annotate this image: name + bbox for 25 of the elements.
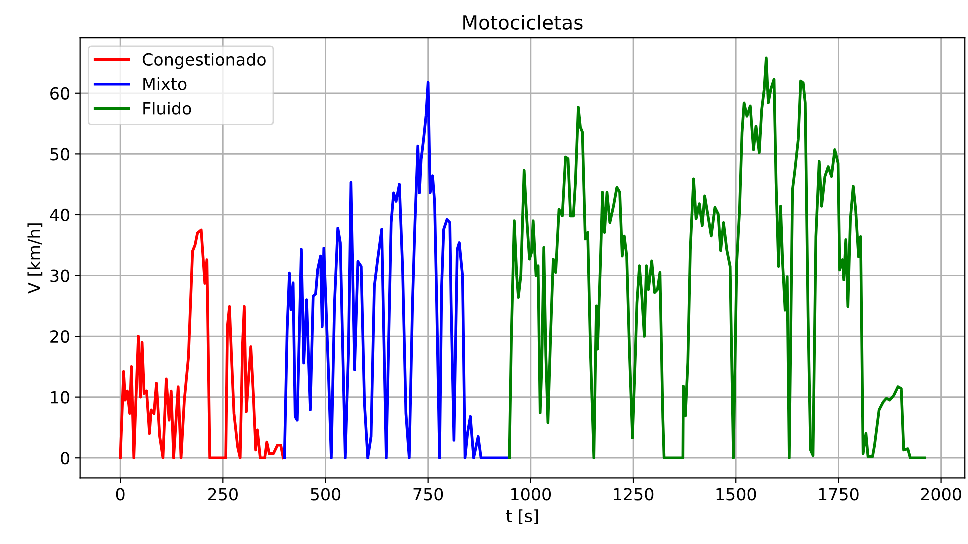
x-tick-label: 750 — [414, 488, 444, 501]
x-tick-label: 2000 — [921, 488, 962, 501]
line-series — [508, 56, 926, 460]
chart-title: Motocicletas — [464, 14, 583, 30]
x-tick-label: 500 — [311, 488, 341, 501]
y-tick-label: 20 — [50, 330, 70, 344]
x-tick-label: 1000 — [512, 488, 552, 501]
legend-label: Fluido — [144, 102, 192, 115]
legend-label: Mixto — [144, 78, 187, 90]
x-tick-label: 1750 — [819, 488, 859, 501]
x-tick-label: 0 — [116, 488, 125, 501]
y-tick-label: 60 — [50, 87, 70, 100]
line-series — [119, 228, 285, 460]
y-tick-label: 0 — [61, 452, 70, 465]
x-axis-title: t [s] — [506, 510, 538, 524]
legend-label: Congestionado — [142, 53, 266, 70]
y-tick-label: 50 — [50, 148, 70, 161]
y-tick-label: 30 — [50, 270, 70, 282]
x-tick-label: 1500 — [716, 488, 756, 501]
y-axis-title: V [km/h] — [28, 224, 43, 294]
x-tick-label: 1250 — [614, 488, 654, 501]
y-tick-label: 10 — [51, 391, 70, 404]
y-tick-label: 40 — [50, 208, 70, 222]
x-tick-label: 250 — [208, 488, 238, 501]
line-series — [283, 81, 511, 460]
